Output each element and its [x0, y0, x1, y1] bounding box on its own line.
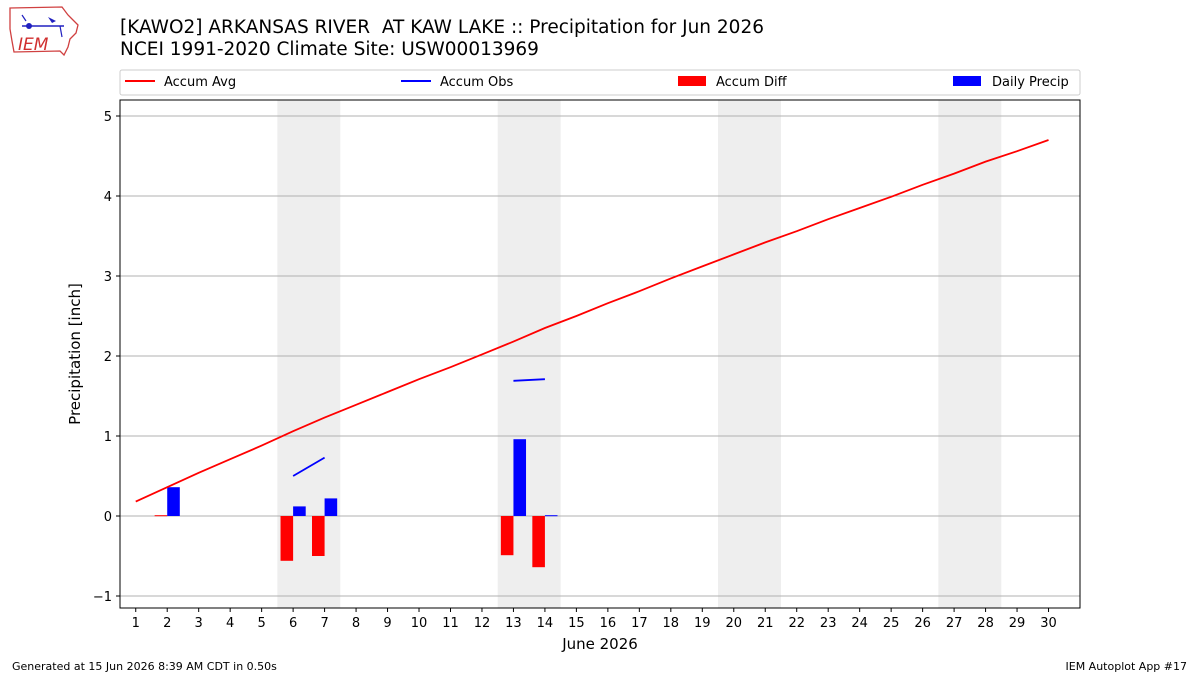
x-tick-label: 23	[820, 616, 837, 631]
legend-daily-precip-marker	[953, 76, 981, 86]
legend-box	[119, 69, 1081, 96]
x-tick-label: 25	[883, 616, 900, 631]
x-tick-label: 15	[568, 616, 585, 631]
y-tick-label: 2	[104, 350, 112, 365]
x-tick-label: 16	[600, 616, 617, 631]
x-tick-label: 28	[977, 616, 994, 631]
x-tick-label: 14	[537, 616, 554, 631]
iem-logo: IEM	[8, 5, 80, 59]
x-tick-label: 11	[442, 616, 459, 631]
x-tick-label: 27	[946, 616, 963, 631]
y-tick-label: −1	[93, 590, 112, 605]
x-tick-label: 5	[257, 616, 265, 631]
accum-diff-bar-14	[532, 516, 545, 568]
daily-precip-bar-2	[167, 487, 180, 516]
footer-generated: Generated at 15 Jun 2026 8:39 AM CDT in …	[12, 660, 277, 673]
title-line-1: [KAWO2] ARKANSAS RIVER AT KAW LAKE :: Pr…	[120, 17, 764, 38]
x-tick-label: 18	[663, 616, 680, 631]
x-tick-label: 6	[289, 616, 297, 631]
x-tick-label: 9	[383, 616, 391, 631]
x-tick-label: 8	[352, 616, 360, 631]
daily-precip-bar-13	[513, 439, 527, 516]
x-axis-label: June 2026	[561, 635, 638, 653]
x-tick-label: 10	[411, 616, 428, 631]
x-tick-label: 22	[788, 616, 805, 631]
x-tick-label: 29	[1009, 616, 1026, 631]
x-tick-label: 1	[132, 616, 140, 631]
x-tick-label: 2	[163, 616, 171, 631]
weekend-shade-3	[718, 100, 781, 608]
legend-daily-precip: Daily Precip	[992, 75, 1069, 90]
daily-precip-bar-7	[324, 498, 338, 516]
x-tick-label: 20	[725, 616, 742, 631]
title-line-2: NCEI 1991-2020 Climate Site: USW00013969	[120, 39, 539, 60]
legend: Accum Avg Accum Obs Accum Diff Daily Pre…	[119, 69, 1081, 96]
y-tick-label: 0	[104, 510, 112, 525]
daily-precip-bar-14	[544, 515, 558, 517]
x-tick-label: 7	[320, 616, 328, 631]
chart-title: [KAWO2] ARKANSAS RIVER AT KAW LAKE :: Pr…	[120, 17, 764, 61]
legend-accum-diff-marker	[678, 76, 706, 86]
accum-diff-bar-13	[500, 516, 514, 556]
weekend-shade-4	[938, 100, 1002, 608]
legend-accum-diff: Accum Diff	[716, 75, 788, 90]
y-axis-label: Precipitation [inch]	[66, 283, 84, 425]
accum-obs-line-2	[513, 378, 545, 382]
accum-avg-line	[135, 139, 1049, 503]
y-tick-label: 3	[104, 270, 112, 285]
plot-frame	[119, 99, 1081, 609]
x-tick-label: 13	[505, 616, 522, 631]
accum-diff-bar-6	[280, 516, 294, 561]
x-tick-label: 3	[195, 616, 203, 631]
daily-precip-bar-6	[293, 506, 306, 516]
legend-accum-obs: Accum Obs	[440, 75, 513, 90]
y-tick-label: 1	[104, 430, 112, 445]
footer-app: IEM Autoplot App #17	[1065, 660, 1188, 673]
x-tick-label: 30	[1040, 616, 1057, 631]
x-tick-label: 21	[757, 616, 774, 631]
x-tick-label: 19	[694, 616, 711, 631]
accum-diff-bar-2	[154, 515, 168, 517]
x-tick-label: 4	[226, 616, 234, 631]
accum-diff-bar-7	[312, 516, 325, 556]
y-tick-label: 5	[104, 110, 112, 125]
x-tick-label: 26	[914, 616, 931, 631]
x-tick-label: 24	[851, 616, 868, 631]
x-tick-label: 17	[631, 616, 648, 631]
y-tick-label: 4	[104, 190, 112, 205]
legend-accum-avg: Accum Avg	[164, 75, 236, 90]
accum-obs-line-1	[292, 456, 326, 477]
x-tick-label: 12	[474, 616, 491, 631]
logo-text: IEM	[18, 35, 49, 55]
